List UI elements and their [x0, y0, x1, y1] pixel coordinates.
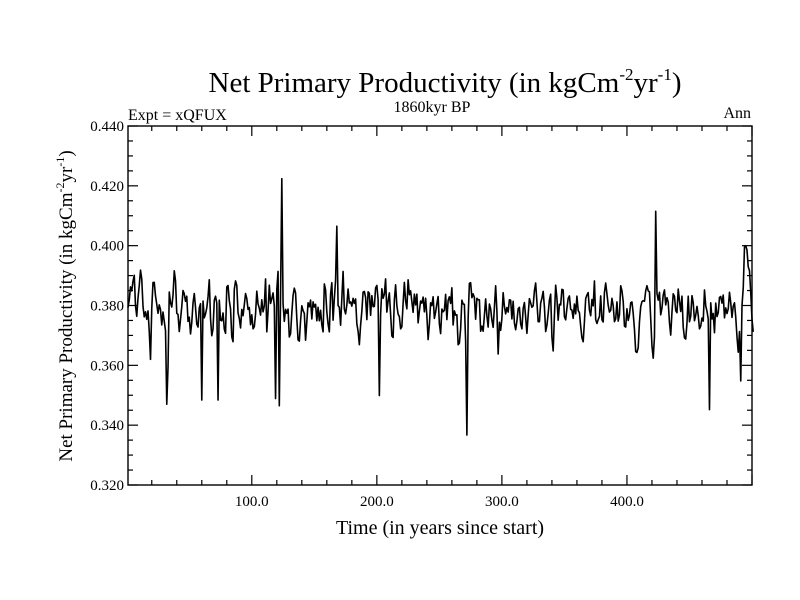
y-axis-label-mid: yr [56, 166, 77, 183]
plot-frame [127, 125, 753, 486]
y-axis-label-sup2: -1 [53, 157, 67, 167]
y-tick-label: 0.380 [90, 299, 124, 315]
x-tick-label: 200.0 [360, 494, 394, 510]
subtitle-left: Expt = xQFUX [128, 107, 227, 124]
y-axis-label-main: Net Primary Productivity (in kgCm [56, 192, 77, 461]
subtitle-right: Ann [723, 105, 751, 122]
y-tick-label: 0.320 [90, 478, 124, 494]
y-axis-label-end: ) [56, 150, 77, 156]
y-axis-label: Net Primary Productivity (in kgCm-2yr-1) [53, 150, 77, 461]
subtitle-center: 1860kyr BP [394, 99, 471, 116]
y-tick-label: 0.400 [90, 239, 124, 255]
x-axis-label: Time (in years since start) [336, 517, 544, 539]
chart-title: Net Primary Productivity (in kgCm-2yr-1) [209, 65, 682, 99]
chart-title-main: Net Primary Productivity (in kgCm [209, 67, 620, 99]
chart-title-end: ) [672, 67, 682, 99]
series-line [127, 177, 755, 436]
axis-tick-labels: 0.320 0.340 0.360 0.380 0.400 0.420 0.440 100.0… [90, 119, 644, 510]
chart-title-mid: yr [633, 67, 658, 99]
axis-ticks [128, 125, 753, 486]
y-tick-label: 0.360 [90, 358, 124, 374]
x-tick-label: 100.0 [235, 494, 269, 510]
y-tick-label: 0.440 [90, 119, 124, 135]
y-tick-label: 0.420 [90, 179, 124, 195]
chart-title-sup2: -1 [658, 65, 672, 84]
x-tick-label: 400.0 [610, 494, 644, 510]
y-tick-label: 0.340 [90, 418, 124, 434]
y-axis-label-sup1: -2 [53, 183, 67, 193]
x-tick-label: 300.0 [485, 494, 519, 510]
chart-title-sup1: -2 [619, 65, 633, 84]
